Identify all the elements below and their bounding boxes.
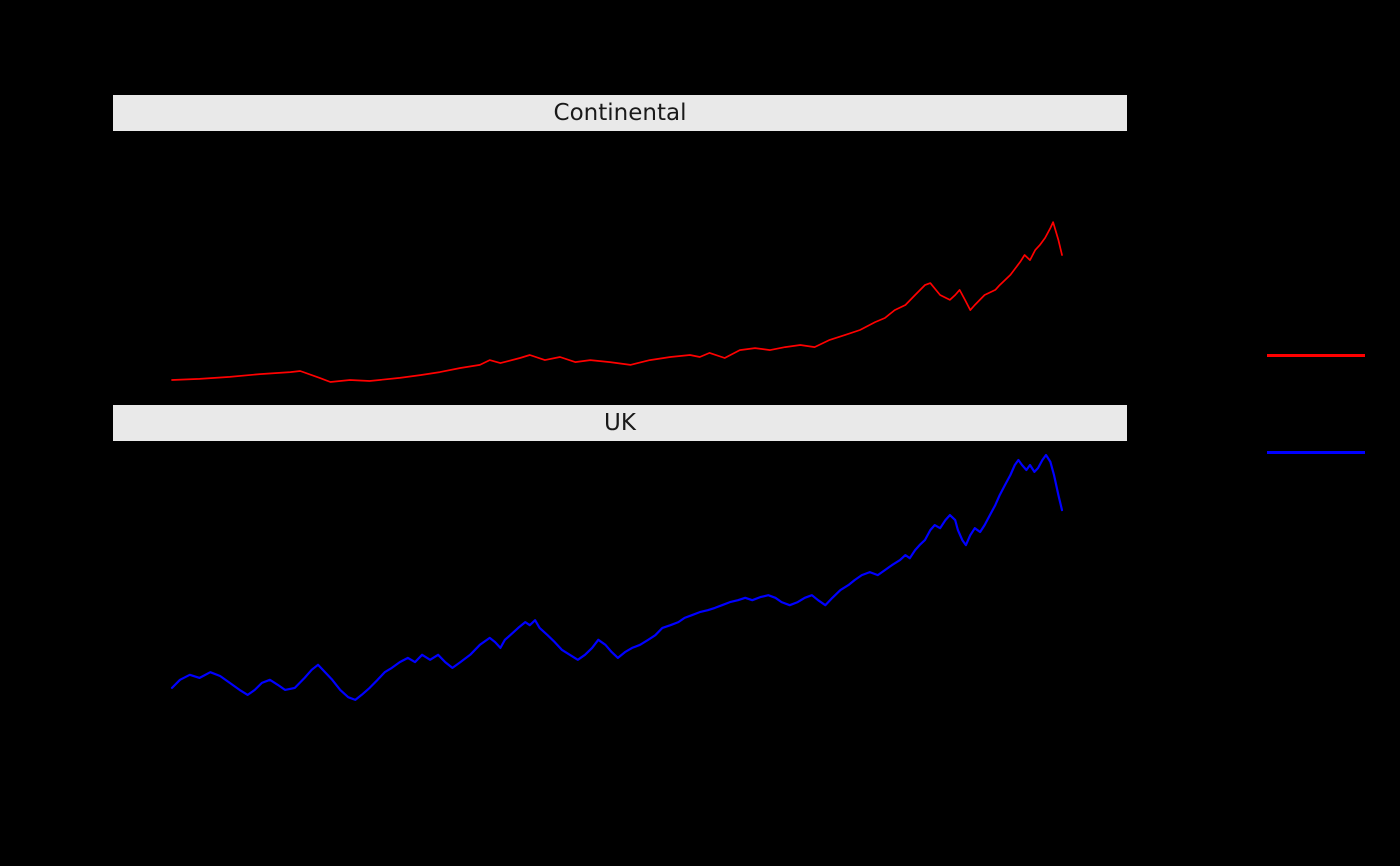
facet-strip-continental-label: Continental bbox=[553, 100, 687, 126]
facet-strip-uk: UK bbox=[113, 405, 1127, 441]
continental-panel bbox=[171, 221, 1063, 383]
legend-key-uk-line bbox=[1267, 451, 1365, 454]
facet-strip-continental: Continental bbox=[113, 95, 1127, 131]
uk-series-line bbox=[170, 453, 1064, 701]
legend-key-continental-line bbox=[1267, 354, 1365, 357]
uk-panel bbox=[170, 453, 1064, 701]
continental-series-line bbox=[171, 221, 1063, 383]
facet-strip-uk-label: UK bbox=[604, 410, 636, 436]
